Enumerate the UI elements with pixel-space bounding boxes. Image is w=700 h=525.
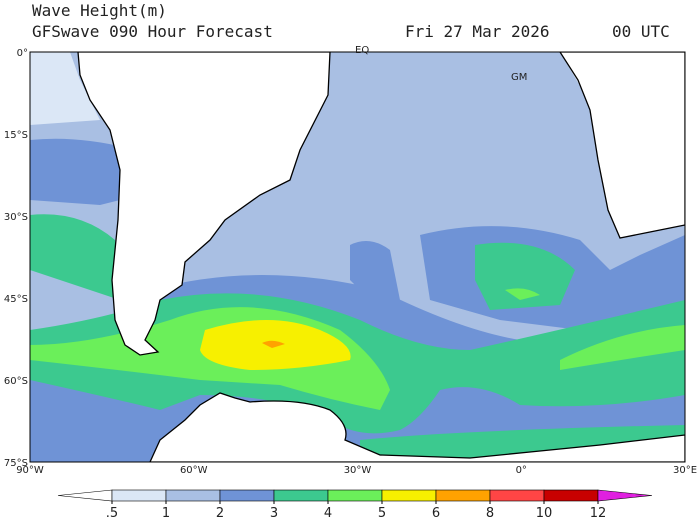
colorbar-arrow: [597, 489, 653, 502]
lat-label: 60°S: [4, 376, 28, 387]
colorbar-label: 12: [590, 506, 607, 521]
antarctica: [149, 392, 685, 462]
date: Fri 27 Mar 2026: [405, 22, 550, 41]
equator-label: EQ: [355, 45, 369, 56]
lon-label: 30°E: [673, 465, 697, 476]
colorbar-label: 6: [432, 506, 440, 521]
lon-label: 30°W: [344, 465, 372, 476]
colorbar-segment: [381, 489, 437, 502]
axes: 0° 15°S 30°S 45°S 60°S 75°S90°W 60°W 30°W 0° 30°E: [4, 48, 697, 476]
time: 00 UTC: [612, 22, 670, 41]
colorbar-segment: [219, 489, 275, 502]
colorbar-segment: [435, 489, 491, 502]
colorbar-label: 2: [216, 506, 224, 521]
colorbar-label: 3: [270, 506, 278, 521]
wave-6-8: [262, 340, 285, 348]
calm-area: [30, 52, 600, 125]
lat-label: 45°S: [4, 294, 28, 305]
colorbar-segment: [273, 489, 329, 502]
south-america: [77, 52, 331, 356]
colorbar-segment: [111, 489, 167, 502]
lat-label: 75°S: [4, 458, 28, 469]
colorbar-label: 1: [162, 506, 170, 521]
wave-4-5: [30, 288, 685, 410]
africa: [559, 52, 685, 239]
title: Wave Height(m): [32, 1, 167, 20]
lon-label: 90°W: [16, 465, 44, 476]
lat-label: 15°S: [4, 130, 28, 141]
colorbar-segment: [489, 489, 545, 502]
colorbar-arrow: [57, 489, 113, 502]
wave-3-4: [30, 214, 685, 458]
colorbar: .5 1 2 3 4 5 6 8 10 12: [57, 489, 653, 521]
meridian-label: GM: [511, 72, 527, 83]
colorbar-label: 8: [486, 506, 494, 521]
colorbar-label: .5: [106, 506, 118, 521]
map: EQ GM: [29, 45, 686, 463]
lon-label: 0°: [516, 465, 527, 476]
subtitle: GFSwave 090 Hour Forecast: [32, 22, 273, 41]
lon-label: 60°W: [180, 465, 208, 476]
colorbar-label: 10: [536, 506, 553, 521]
colorbar-segment: [543, 489, 599, 502]
map-frame: [29, 51, 686, 463]
lat-label: 0°: [17, 48, 28, 59]
colorbar-label: 5: [378, 506, 386, 521]
colorbar-label: 4: [324, 506, 332, 521]
colorbar-segment: [165, 489, 221, 502]
lat-label: 30°S: [4, 212, 28, 223]
colorbar-segment: [327, 489, 383, 502]
